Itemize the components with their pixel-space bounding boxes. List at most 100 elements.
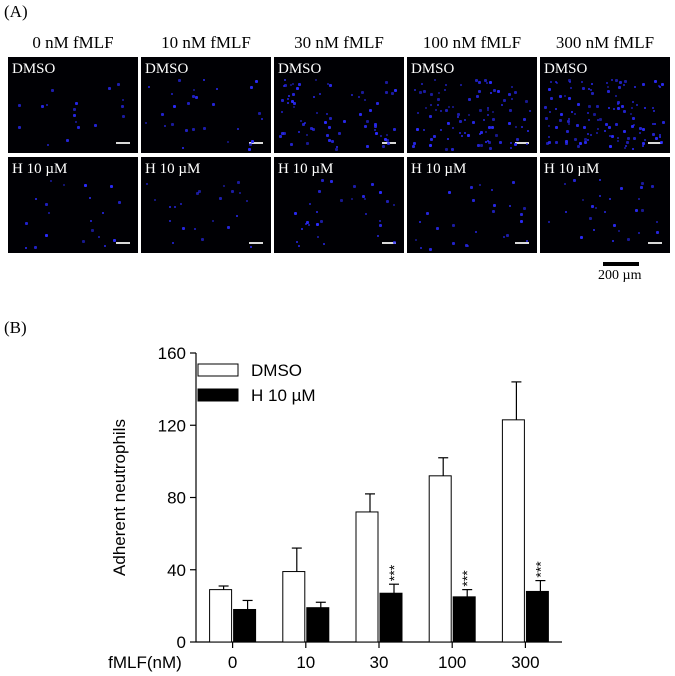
nucleus-dot [641, 182, 644, 185]
nucleus-dot [318, 190, 321, 193]
nucleus-dot [605, 123, 608, 126]
nucleus-dot [317, 236, 319, 238]
nucleus-dot [583, 126, 586, 129]
nucleus-dot [326, 113, 328, 115]
nucleus-dot [374, 125, 377, 128]
nucleus-dot [588, 105, 591, 108]
nucleus-dot [281, 99, 284, 102]
nucleus-dot [35, 198, 37, 200]
nucleus-dot [380, 135, 382, 137]
nucleus-dot [588, 119, 590, 121]
nucleus-dot [467, 134, 470, 137]
nucleus-dot [444, 89, 446, 91]
nucleus-dot [609, 145, 612, 148]
nucleus-dot [416, 128, 419, 131]
nucleus-dot [249, 143, 252, 146]
nucleus-dot [192, 128, 195, 131]
legend-swatch [197, 388, 239, 402]
nucleus-dot [642, 128, 645, 131]
nucleus-dot [283, 132, 286, 135]
nucleus-dot [437, 104, 439, 106]
nucleus-dot [415, 239, 417, 241]
nucleus-dot [624, 147, 626, 149]
nucleus-dot [480, 131, 483, 134]
bar-dmso-0 [209, 589, 233, 643]
nucleus-dot [316, 223, 319, 226]
nucleus-dot [633, 124, 635, 126]
micrograph-scale-bar [382, 242, 396, 244]
nucleus-dot [185, 129, 188, 132]
nucleus-dot [526, 240, 528, 242]
nucleus-dot [640, 186, 643, 189]
micrograph-h10-0nm: H 10 µM [8, 157, 138, 253]
nucleus-dot [615, 95, 617, 97]
nucleus-dot [623, 130, 626, 133]
nucleus-dot [644, 139, 646, 141]
nucleus-dot [499, 141, 502, 144]
nucleus-dot [304, 122, 306, 124]
nucleus-dot [653, 110, 655, 112]
nucleus-dot [556, 82, 558, 84]
nucleus-dot [104, 245, 106, 247]
nucleus-dot [255, 80, 258, 83]
nucleus-dot [508, 122, 511, 125]
nucleus-dot [438, 92, 440, 94]
x-tick-label: 0 [228, 653, 237, 672]
nucleus-dot [421, 83, 423, 85]
nucleus-dot [607, 86, 609, 88]
nucleus-dot [550, 97, 553, 100]
nucleus-dot [512, 181, 515, 184]
nucleus-dot [597, 119, 599, 121]
nucleus-dot [478, 81, 481, 84]
nucleus-dot [298, 245, 300, 247]
nucleus-dot [145, 122, 147, 124]
nucleus-dot [169, 220, 171, 222]
nucleus-dot [440, 129, 442, 131]
nucleus-dot [47, 144, 49, 146]
nucleus-dot [34, 246, 37, 249]
nucleus-dot [182, 147, 184, 149]
nucleus-dot [659, 134, 661, 136]
nucleus-dot [654, 123, 656, 125]
nucleus-dot [638, 198, 640, 200]
nucleus-dot [387, 142, 390, 145]
micrograph-dmso-10nm: DMSO [141, 57, 271, 153]
nucleus-dot [627, 137, 630, 140]
nucleus-dot [599, 195, 601, 197]
nucleus-dot [631, 107, 633, 109]
nucleus-dot [632, 101, 634, 103]
nucleus-dot [608, 126, 611, 129]
nucleus-dot [493, 204, 496, 207]
micrograph-label: H 10 µM [12, 161, 68, 177]
nucleus-dot [393, 128, 396, 131]
nucleus-dot [548, 88, 551, 91]
x-tick-label: 30 [370, 653, 389, 672]
nucleus-dot [525, 100, 528, 103]
nucleus-dot [457, 113, 460, 116]
nucleus-dot [279, 135, 282, 138]
nucleus-dot [174, 206, 176, 208]
nucleus-dot [452, 127, 454, 129]
bar-h10-0 [233, 608, 257, 643]
nucleus-dot [287, 98, 289, 100]
nucleus-dot [544, 106, 547, 109]
nucleus-dot [609, 135, 611, 137]
nucleus-dot [634, 86, 636, 88]
nucleus-dot [568, 79, 571, 82]
significance-marker: *** [386, 564, 402, 581]
nucleus-dot [565, 142, 568, 145]
nucleus-dot [366, 120, 369, 123]
nucleus-dot [644, 107, 646, 109]
nucleus-dot [437, 98, 440, 101]
nucleus-dot [568, 97, 571, 100]
nucleus-dot [527, 130, 529, 132]
nucleus-dot [593, 229, 595, 231]
nucleus-dot [391, 92, 394, 95]
nucleus-dot [623, 110, 626, 113]
nucleus-dot [287, 102, 289, 104]
nucleus-dot [613, 108, 615, 110]
nucleus-dot [261, 118, 263, 120]
nucleus-dot [212, 220, 214, 222]
column-header-30: 30 nM fMLF [294, 33, 384, 52]
nucleus-dot [574, 113, 576, 115]
